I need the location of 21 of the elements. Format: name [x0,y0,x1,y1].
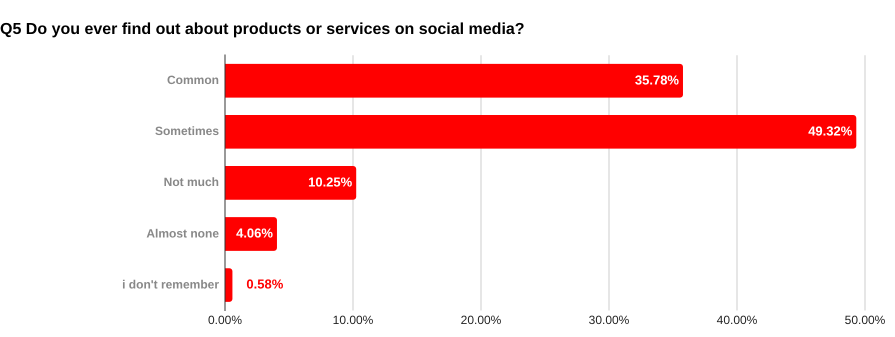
y-tick-label: Common [167,73,219,88]
data-label: 35.78% [634,72,680,88]
x-tick-label: 20.00% [460,313,502,328]
x-tick-label: 30.00% [588,313,630,328]
y-tick-label: i don't remember [122,277,220,292]
bar [226,64,683,98]
y-tick-label: Almost none [146,226,220,240]
data-label: 0.58% [246,276,284,292]
x-tick-label: 50.00% [844,313,886,328]
y-tick-label: Sometimes [154,124,220,138]
x-tick-label: 40.00% [716,313,758,328]
bar [226,268,232,302]
data-label: 49.32% [808,123,853,138]
bar [226,114,856,149]
bar [226,166,356,200]
x-tick-label: 0.00% [208,313,242,328]
data-label: 4.06% [236,226,274,241]
y-tick-label: Not much [164,175,219,190]
x-tick-label: 10.00% [332,313,374,328]
data-label: 10.25% [308,174,353,190]
chart-title: Q5 Do you ever find out about products or services on social media? [0,21,525,38]
